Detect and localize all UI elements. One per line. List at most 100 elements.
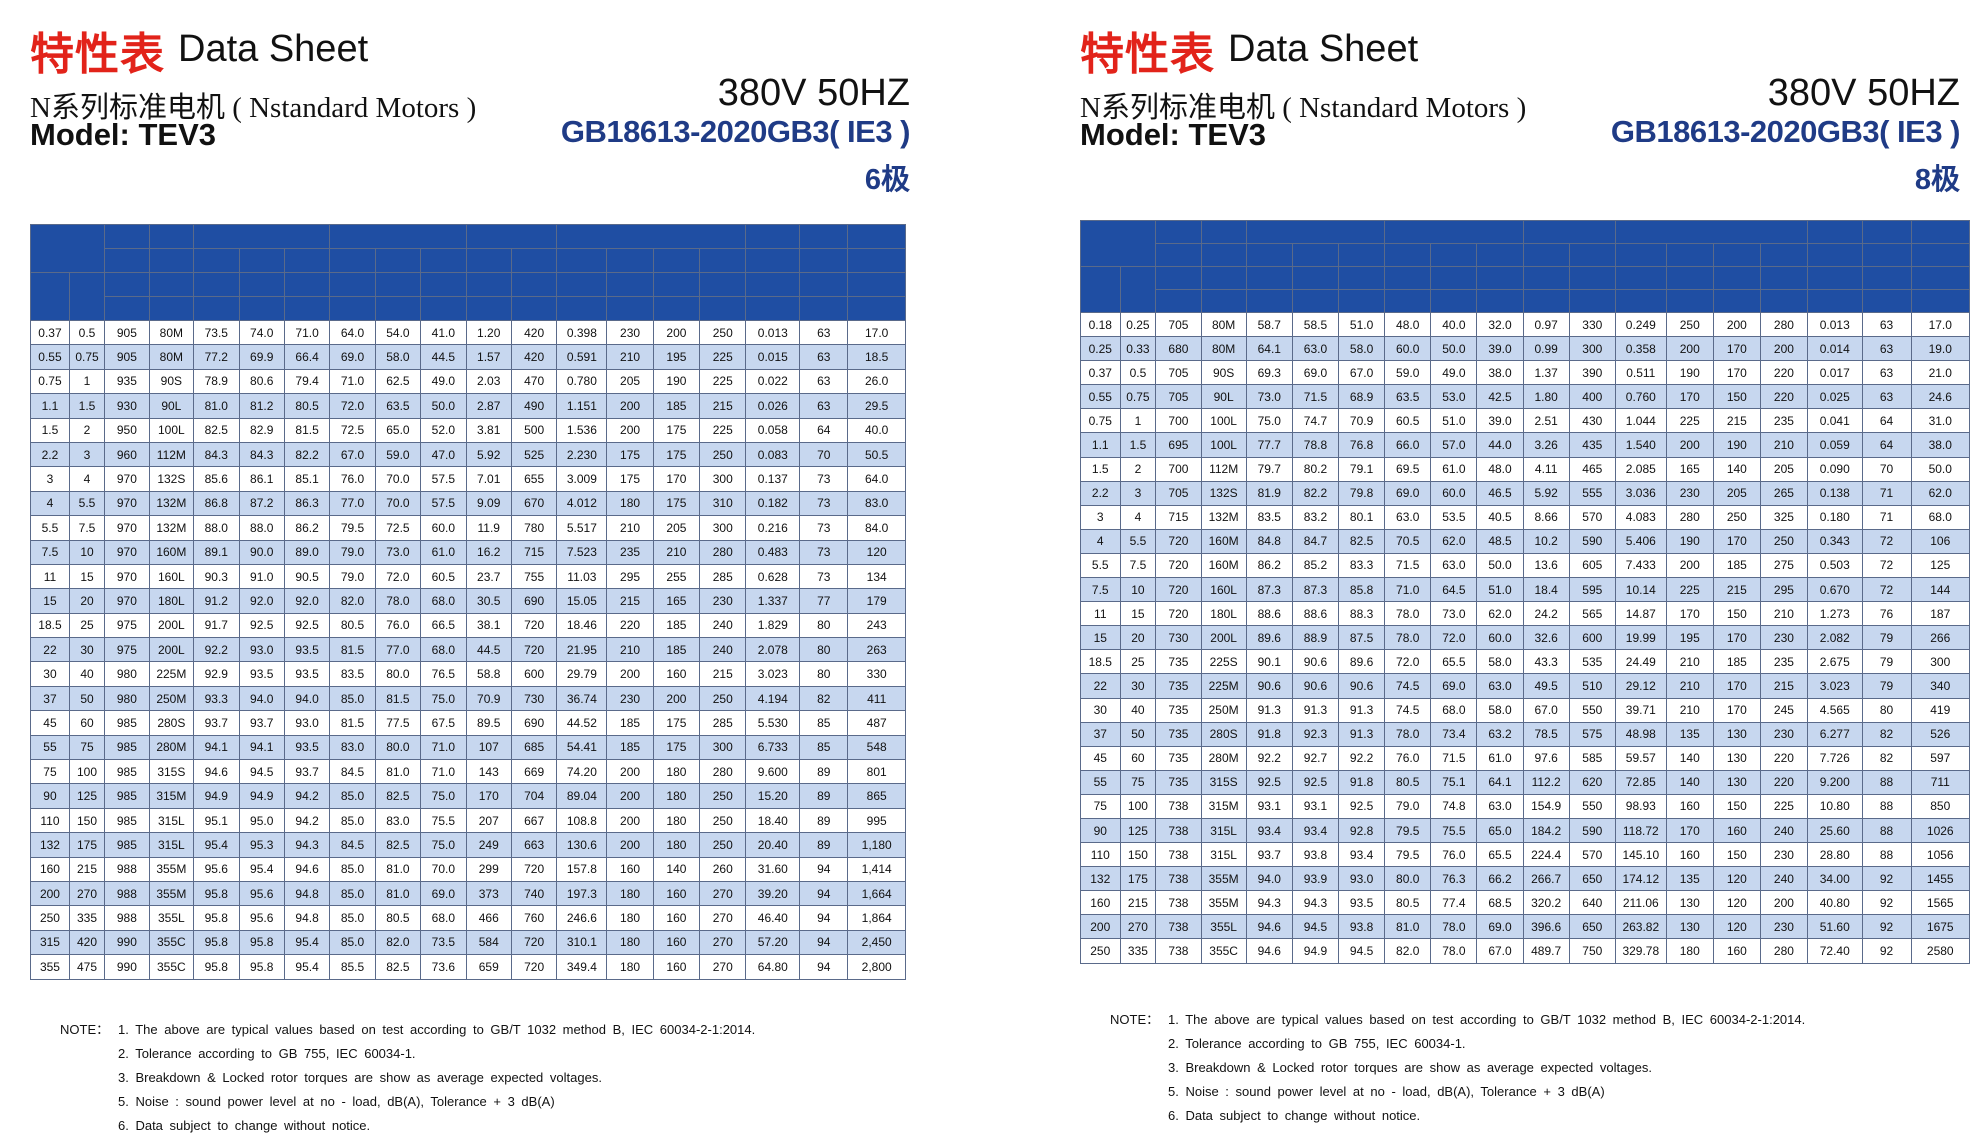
table-row: 18.5 25 735 225S 90.1 90.6 89.6 72.0 65.5 58.0 43.…	[1080, 649, 1971, 675]
unit-percent	[1476, 289, 1524, 313]
table-row: 22 30 735 225M 90.6 90.6 90.6 74.5 69.0 63.0 49.5 5…	[1080, 673, 1971, 699]
cell-torque-locked: 175	[606, 441, 654, 468]
cell-noise: 92	[1861, 914, 1912, 940]
cell-torque-break-down: 240	[699, 612, 747, 639]
cell-eff-full: 58.7	[1245, 311, 1293, 338]
cell-torque-pull-up: 185	[652, 612, 701, 639]
table-row: 250 335 738 355C 94.6 94.9 94.5 82.0 78.0 67.0 489…	[1080, 938, 1971, 964]
cell-frame: 132M	[148, 515, 195, 541]
cell-torque-pull-up: 205	[1712, 480, 1761, 506]
cell-pf-1-2: 63.2	[1476, 721, 1524, 747]
cell-speed: 990	[104, 929, 150, 956]
cell-current-locked: 663	[510, 832, 558, 858]
cell-current-full: 9.09	[465, 490, 512, 517]
cell-pf-3-4: 62.5	[374, 368, 422, 395]
header-power-factor	[329, 224, 467, 249]
table-row: 55 75 985 280M 94.1 94.1 93.5 83.0 80.0 71.0 107 68…	[30, 734, 906, 761]
cell-hp: 4	[1119, 504, 1157, 530]
cell-weight: 64.0	[847, 466, 906, 492]
cell-torque-pull-up: 170	[652, 466, 701, 492]
cell-pf-1-2: 70.0	[420, 856, 467, 882]
cell-rotor-gd2: 72.40	[1806, 938, 1863, 964]
cell-pf-3-4: 63.5	[374, 393, 422, 419]
cell-frame: 355M	[1200, 866, 1247, 892]
header-three-quarter	[374, 248, 422, 273]
cell-eff-3-4: 95.8	[238, 954, 285, 980]
cell-torque-pull-up: 130	[1712, 769, 1761, 795]
cell-torque-full: 19.99	[1614, 625, 1667, 651]
cell-torque-break-down: 250	[699, 807, 747, 834]
cell-current-locked: 585	[1568, 745, 1616, 771]
cell-hp: 7.5	[68, 515, 106, 541]
cell-kw: 75	[30, 759, 70, 785]
cell-kw: 75	[1080, 793, 1121, 819]
cell-eff-3-4: 94.1	[238, 734, 285, 761]
table-row: 132 175 985 315L 95.4 95.3 94.3 84.5 82.5 75.0 249…	[30, 832, 906, 858]
cell-noise: 63	[799, 319, 849, 346]
cell-rotor-gd2: 25.60	[1806, 817, 1863, 844]
cell-rotor-gd2: 0.483	[745, 539, 801, 565]
cell-hp: 10	[1119, 577, 1157, 603]
cell-pf-full: 66.0	[1384, 432, 1432, 458]
cell-noise: 71	[1861, 480, 1912, 506]
cell-frame: 250M	[1200, 697, 1247, 723]
cell-eff-1-2: 67.0	[1338, 360, 1386, 386]
cell-current-locked: 300	[1568, 336, 1616, 362]
cell-noise: 80	[799, 637, 849, 663]
cell-pf-full: 78.0	[1384, 721, 1432, 747]
cell-current-full: 10.2	[1522, 528, 1570, 554]
cell-eff-1-2: 91.3	[1338, 721, 1386, 747]
cell-frame: 80M	[1200, 336, 1247, 362]
header-weight	[1910, 243, 1971, 267]
cell-eff-1-2: 93.5	[1338, 890, 1386, 916]
cell-speed: 970	[104, 490, 150, 517]
cell-torque-break-down: 280	[699, 539, 747, 565]
cell-pf-3-4: 59.0	[374, 441, 422, 468]
cell-eff-3-4: 93.1	[1291, 793, 1340, 819]
cell-frame: 200L	[148, 637, 195, 663]
cell-torque-pull-up: 190	[652, 368, 701, 395]
efficiency-standard: GB18613-2020GB3( IE3 )	[560, 114, 911, 149]
cell-speed: 980	[104, 685, 150, 712]
header-load	[556, 272, 608, 297]
cell-weight: 801	[847, 759, 906, 785]
header-blank	[1200, 220, 1247, 244]
cell-kw: 3	[30, 466, 70, 492]
cell-current-full: 1.80	[1522, 384, 1570, 410]
header-blank	[1155, 220, 1202, 244]
cell-noise: 77	[799, 588, 849, 614]
cell-torque-full: 59.57	[1614, 745, 1667, 771]
cell-noise: 73	[799, 539, 849, 565]
cell-current-locked: 420	[510, 344, 558, 370]
cell-pf-full: 76.0	[1384, 745, 1432, 771]
cell-hp: 420	[68, 929, 106, 956]
cell-torque-locked: 130	[1665, 914, 1714, 940]
header-blank	[847, 272, 906, 297]
cell-rotor-gd2: 57.20	[745, 929, 801, 956]
cell-torque-pull-up: 180	[652, 807, 701, 834]
cell-speed: 735	[1155, 697, 1202, 723]
cell-kw: 0.55	[30, 344, 70, 370]
cell-eff-1-2: 82.5	[1338, 528, 1386, 554]
unit-pct-flt	[1712, 289, 1761, 313]
cell-pf-1-2: 51.0	[1476, 577, 1524, 603]
cell-torque-break-down: 250	[699, 783, 747, 809]
unit-percent	[420, 296, 467, 321]
cell-eff-1-2: 92.0	[283, 588, 331, 614]
cell-pf-1-2: 52.0	[420, 417, 467, 443]
cell-eff-1-2: 82.2	[283, 441, 331, 468]
cell-frame: 180L	[1200, 601, 1247, 627]
cell-weight: 17.0	[1910, 311, 1971, 338]
cell-frame: 355L	[1200, 914, 1247, 940]
header-full	[193, 248, 240, 273]
cell-frame: 100L	[1200, 432, 1247, 458]
cell-torque-pull-up: 150	[1712, 842, 1761, 868]
cell-current-full: 659	[465, 954, 512, 980]
cell-weight: 1455	[1910, 866, 1971, 892]
cell-eff-3-4: 83.2	[1291, 504, 1340, 530]
cell-current-full: 489.7	[1522, 938, 1570, 964]
cell-torque-break-down: 225	[699, 417, 747, 443]
cell-noise: 92	[1861, 938, 1912, 964]
cell-hp: 20	[68, 588, 106, 614]
cell-frame: 280S	[148, 710, 195, 736]
